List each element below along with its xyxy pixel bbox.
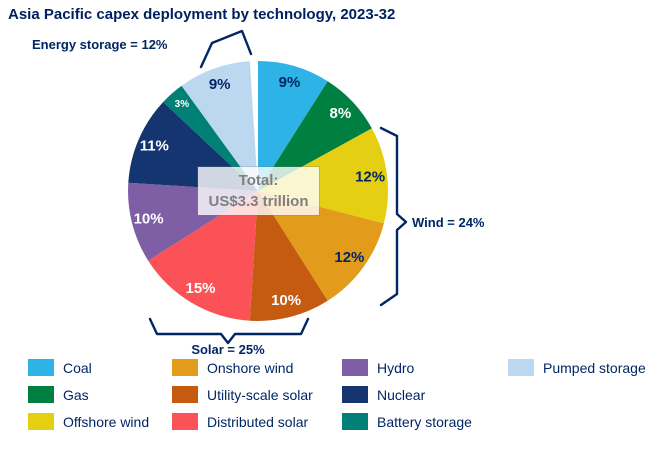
pct-label-nuclear: 11%	[140, 138, 169, 155]
solar-bracket	[148, 317, 310, 345]
legend-swatch-onshore-wind	[172, 359, 198, 376]
legend-item-coal: Coal	[28, 359, 172, 376]
legend-item-onshore-wind: Onshore wind	[172, 359, 342, 376]
energy-storage-bracket	[199, 29, 253, 69]
legend: Coal Gas Offshore wind Onshore wind Utility-…	[28, 359, 646, 430]
pie-slice-coal	[258, 60, 328, 191]
legend-swatch-offshore-wind	[28, 413, 54, 430]
legend-label: Nuclear	[377, 386, 426, 403]
legend-item-hydro: Hydro	[342, 359, 508, 376]
pct-label-pumped-storage: 9%	[209, 76, 231, 93]
chart-title: Asia Pacific capex deployment by technol…	[8, 6, 396, 23]
legend-swatch-pumped-storage	[508, 359, 534, 376]
legend-item-nuclear: Nuclear	[342, 386, 508, 403]
legend-item-battery-storage: Battery storage	[342, 413, 508, 430]
legend-column: Onshore wind Utility-scale solar Distribut…	[172, 359, 342, 430]
legend-label: Utility-scale solar	[207, 386, 313, 403]
total-label-line2: US$3.3 trillion	[208, 193, 309, 210]
pct-label-gas: 8%	[330, 105, 352, 122]
legend-label: Battery storage	[377, 413, 472, 430]
legend-swatch-hydro	[342, 359, 368, 376]
pct-label-battery-storage: 3%	[175, 99, 190, 110]
pie-slices	[128, 60, 388, 321]
pct-label-onshore-wind: 12%	[334, 249, 364, 266]
pie-chart: 9% 8% 12% 12% 10% 15% 10% 11% 3% 9%	[128, 29, 408, 345]
pie-slice-gas	[258, 81, 372, 191]
pie-slice-battery-storage	[163, 85, 258, 191]
legend-label: Offshore wind	[63, 413, 150, 430]
total-label-line1: Total:	[238, 172, 279, 189]
pct-label-offshore-wind: 12%	[355, 168, 385, 185]
legend-column: Hydro Nuclear Battery storage	[342, 359, 508, 430]
pie-slice-offshore-wind	[258, 128, 388, 224]
pie-slice-utility-scale-solar	[249, 191, 328, 321]
pie-slice-pumped-storage	[181, 61, 258, 191]
legend-item-gas: Gas	[28, 386, 172, 403]
legend-item-utility-scale-solar: Utility-scale solar	[172, 386, 342, 403]
solar-annotation: Solar = 25%	[191, 342, 265, 357]
legend-swatch-utility-scale-solar	[172, 386, 198, 403]
annotation-brackets	[148, 29, 408, 345]
legend-column: Coal Gas Offshore wind	[28, 359, 172, 430]
legend-swatch-battery-storage	[342, 413, 368, 430]
wind-bracket	[379, 126, 408, 307]
legend-label: Hydro	[377, 359, 415, 376]
pct-label-distributed-solar: 15%	[185, 280, 215, 297]
pie-slice-onshore-wind	[258, 191, 384, 301]
pie-percentage-labels: 9% 8% 12% 12% 10% 15% 10% 11% 3% 9%	[134, 74, 386, 309]
legend-swatch-distributed-solar	[172, 413, 198, 430]
pct-label-utility-scale-solar: 10%	[271, 292, 301, 309]
legend-swatch-coal	[28, 359, 54, 376]
pct-label-hydro: 10%	[134, 211, 164, 228]
legend-label: Pumped storage	[543, 359, 646, 376]
legend-label: Distributed solar	[207, 413, 309, 430]
legend-column: Pumped storage	[508, 359, 646, 430]
wind-annotation: Wind = 24%	[412, 215, 485, 230]
pct-label-coal: 9%	[279, 74, 301, 91]
total-label-box: Total: US$3.3 trillion	[198, 167, 319, 215]
legend-item-distributed-solar: Distributed solar	[172, 413, 342, 430]
legend-swatch-nuclear	[342, 386, 368, 403]
legend-item-pumped-storage: Pumped storage	[508, 359, 646, 376]
legend-swatch-gas	[28, 386, 54, 403]
legend-label: Onshore wind	[207, 359, 294, 376]
legend-label: Coal	[63, 359, 92, 376]
energy-storage-annotation: Energy storage = 12%	[32, 37, 168, 52]
legend-item-offshore-wind: Offshore wind	[28, 413, 172, 430]
legend-label: Gas	[63, 386, 89, 403]
pie-slice-distributed-solar	[148, 191, 258, 321]
